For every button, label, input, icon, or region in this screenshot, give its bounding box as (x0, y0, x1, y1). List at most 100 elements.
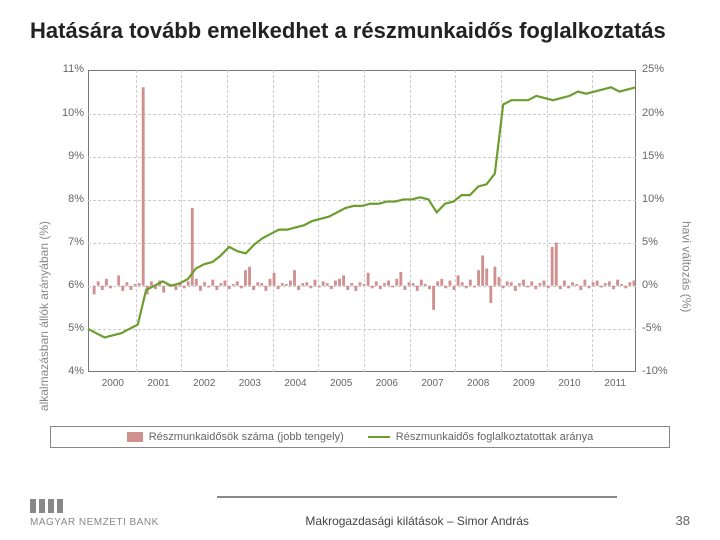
bar (293, 271, 296, 287)
bar (207, 286, 210, 288)
bar (326, 284, 329, 287)
bar (211, 280, 214, 286)
bar (588, 286, 591, 289)
bar (121, 286, 124, 291)
bar (125, 283, 128, 286)
bar (379, 286, 382, 289)
chart-svg (30, 62, 638, 374)
bar (416, 286, 419, 291)
bar (534, 286, 537, 289)
bar (248, 267, 251, 286)
xtick: 2007 (421, 378, 443, 389)
bar (473, 286, 476, 288)
ytick-right: 5% (642, 236, 677, 248)
bar (162, 286, 165, 293)
bar (551, 247, 554, 286)
bar (269, 279, 272, 286)
bar (338, 279, 341, 286)
xtick: 2003 (239, 378, 261, 389)
bar (367, 273, 370, 286)
page-title: Hatására tovább emelkedhet a részmunkaid… (30, 18, 690, 44)
bar (571, 283, 574, 286)
bar (428, 286, 431, 289)
bar (354, 286, 357, 291)
bar (583, 280, 586, 286)
bar (277, 286, 280, 289)
xtick: 2008 (467, 378, 489, 389)
bar (444, 286, 447, 289)
bar (297, 286, 300, 290)
bar (608, 282, 611, 286)
footer: MAGYAR NEMZETI BANK Makrogazdasági kilát… (0, 496, 720, 528)
bar (256, 283, 259, 286)
bar (130, 286, 133, 290)
bar (273, 273, 276, 286)
bar (559, 286, 562, 289)
xtick: 2005 (330, 378, 352, 389)
bar (383, 284, 386, 287)
bar (244, 271, 247, 287)
bar (289, 281, 292, 286)
ytick-right: 25% (642, 63, 677, 75)
bar (322, 282, 325, 286)
bar (199, 286, 202, 291)
bar (624, 286, 627, 289)
bar (97, 282, 100, 286)
xtick: 2010 (558, 378, 580, 389)
legend-item-bars: Részmunkaidősök száma (jobb tengely) (127, 431, 344, 443)
line-series (88, 88, 636, 338)
bar (215, 286, 218, 290)
bar (334, 281, 337, 286)
footer-divider (217, 496, 617, 498)
bar (440, 279, 443, 286)
bar (543, 281, 546, 286)
ytick-right: 20% (642, 107, 677, 119)
bar (604, 284, 607, 287)
bar (481, 256, 484, 286)
ytick-right: 10% (642, 193, 677, 205)
legend-label: Részmunkaidős foglalkoztatottak aránya (396, 431, 594, 443)
bar (109, 286, 112, 289)
bar (395, 279, 398, 286)
ytick-right: 0% (642, 279, 677, 291)
bar (195, 279, 198, 286)
ytick-right: -10% (642, 365, 677, 377)
bar (240, 286, 243, 289)
y-axis-label-right: havi változás (%) (679, 221, 693, 312)
bar (183, 286, 186, 289)
bar (359, 283, 362, 286)
bar (457, 276, 460, 286)
xtick: 2004 (284, 378, 306, 389)
bar (563, 281, 566, 286)
bar (620, 284, 623, 286)
bar (232, 284, 235, 286)
xtick: 2009 (513, 378, 535, 389)
bar (174, 286, 177, 290)
bar (522, 280, 525, 286)
bar (465, 286, 468, 289)
bar (404, 286, 407, 290)
legend: Részmunkaidősök száma (jobb tengely) Rés… (50, 426, 670, 448)
page-number: 38 (676, 513, 690, 528)
bar (138, 284, 141, 287)
bar (432, 286, 435, 310)
logo-text: MAGYAR NEMZETI BANK (30, 517, 159, 528)
xtick: 2000 (102, 378, 124, 389)
bar (538, 284, 541, 287)
bar (105, 279, 108, 286)
bar (318, 286, 321, 288)
bar (530, 282, 533, 286)
bar (350, 284, 353, 287)
title-bar: Hatására tovább emelkedhet a részmunkaid… (0, 0, 720, 54)
bar (579, 286, 582, 290)
bar (371, 286, 374, 289)
bar (387, 281, 390, 286)
bar (477, 271, 480, 287)
bar (493, 267, 496, 286)
bar (203, 283, 206, 286)
bar (93, 286, 96, 295)
bar (510, 283, 513, 286)
bar (489, 286, 492, 303)
logo-bars-icon (30, 499, 159, 513)
bar (420, 280, 423, 286)
